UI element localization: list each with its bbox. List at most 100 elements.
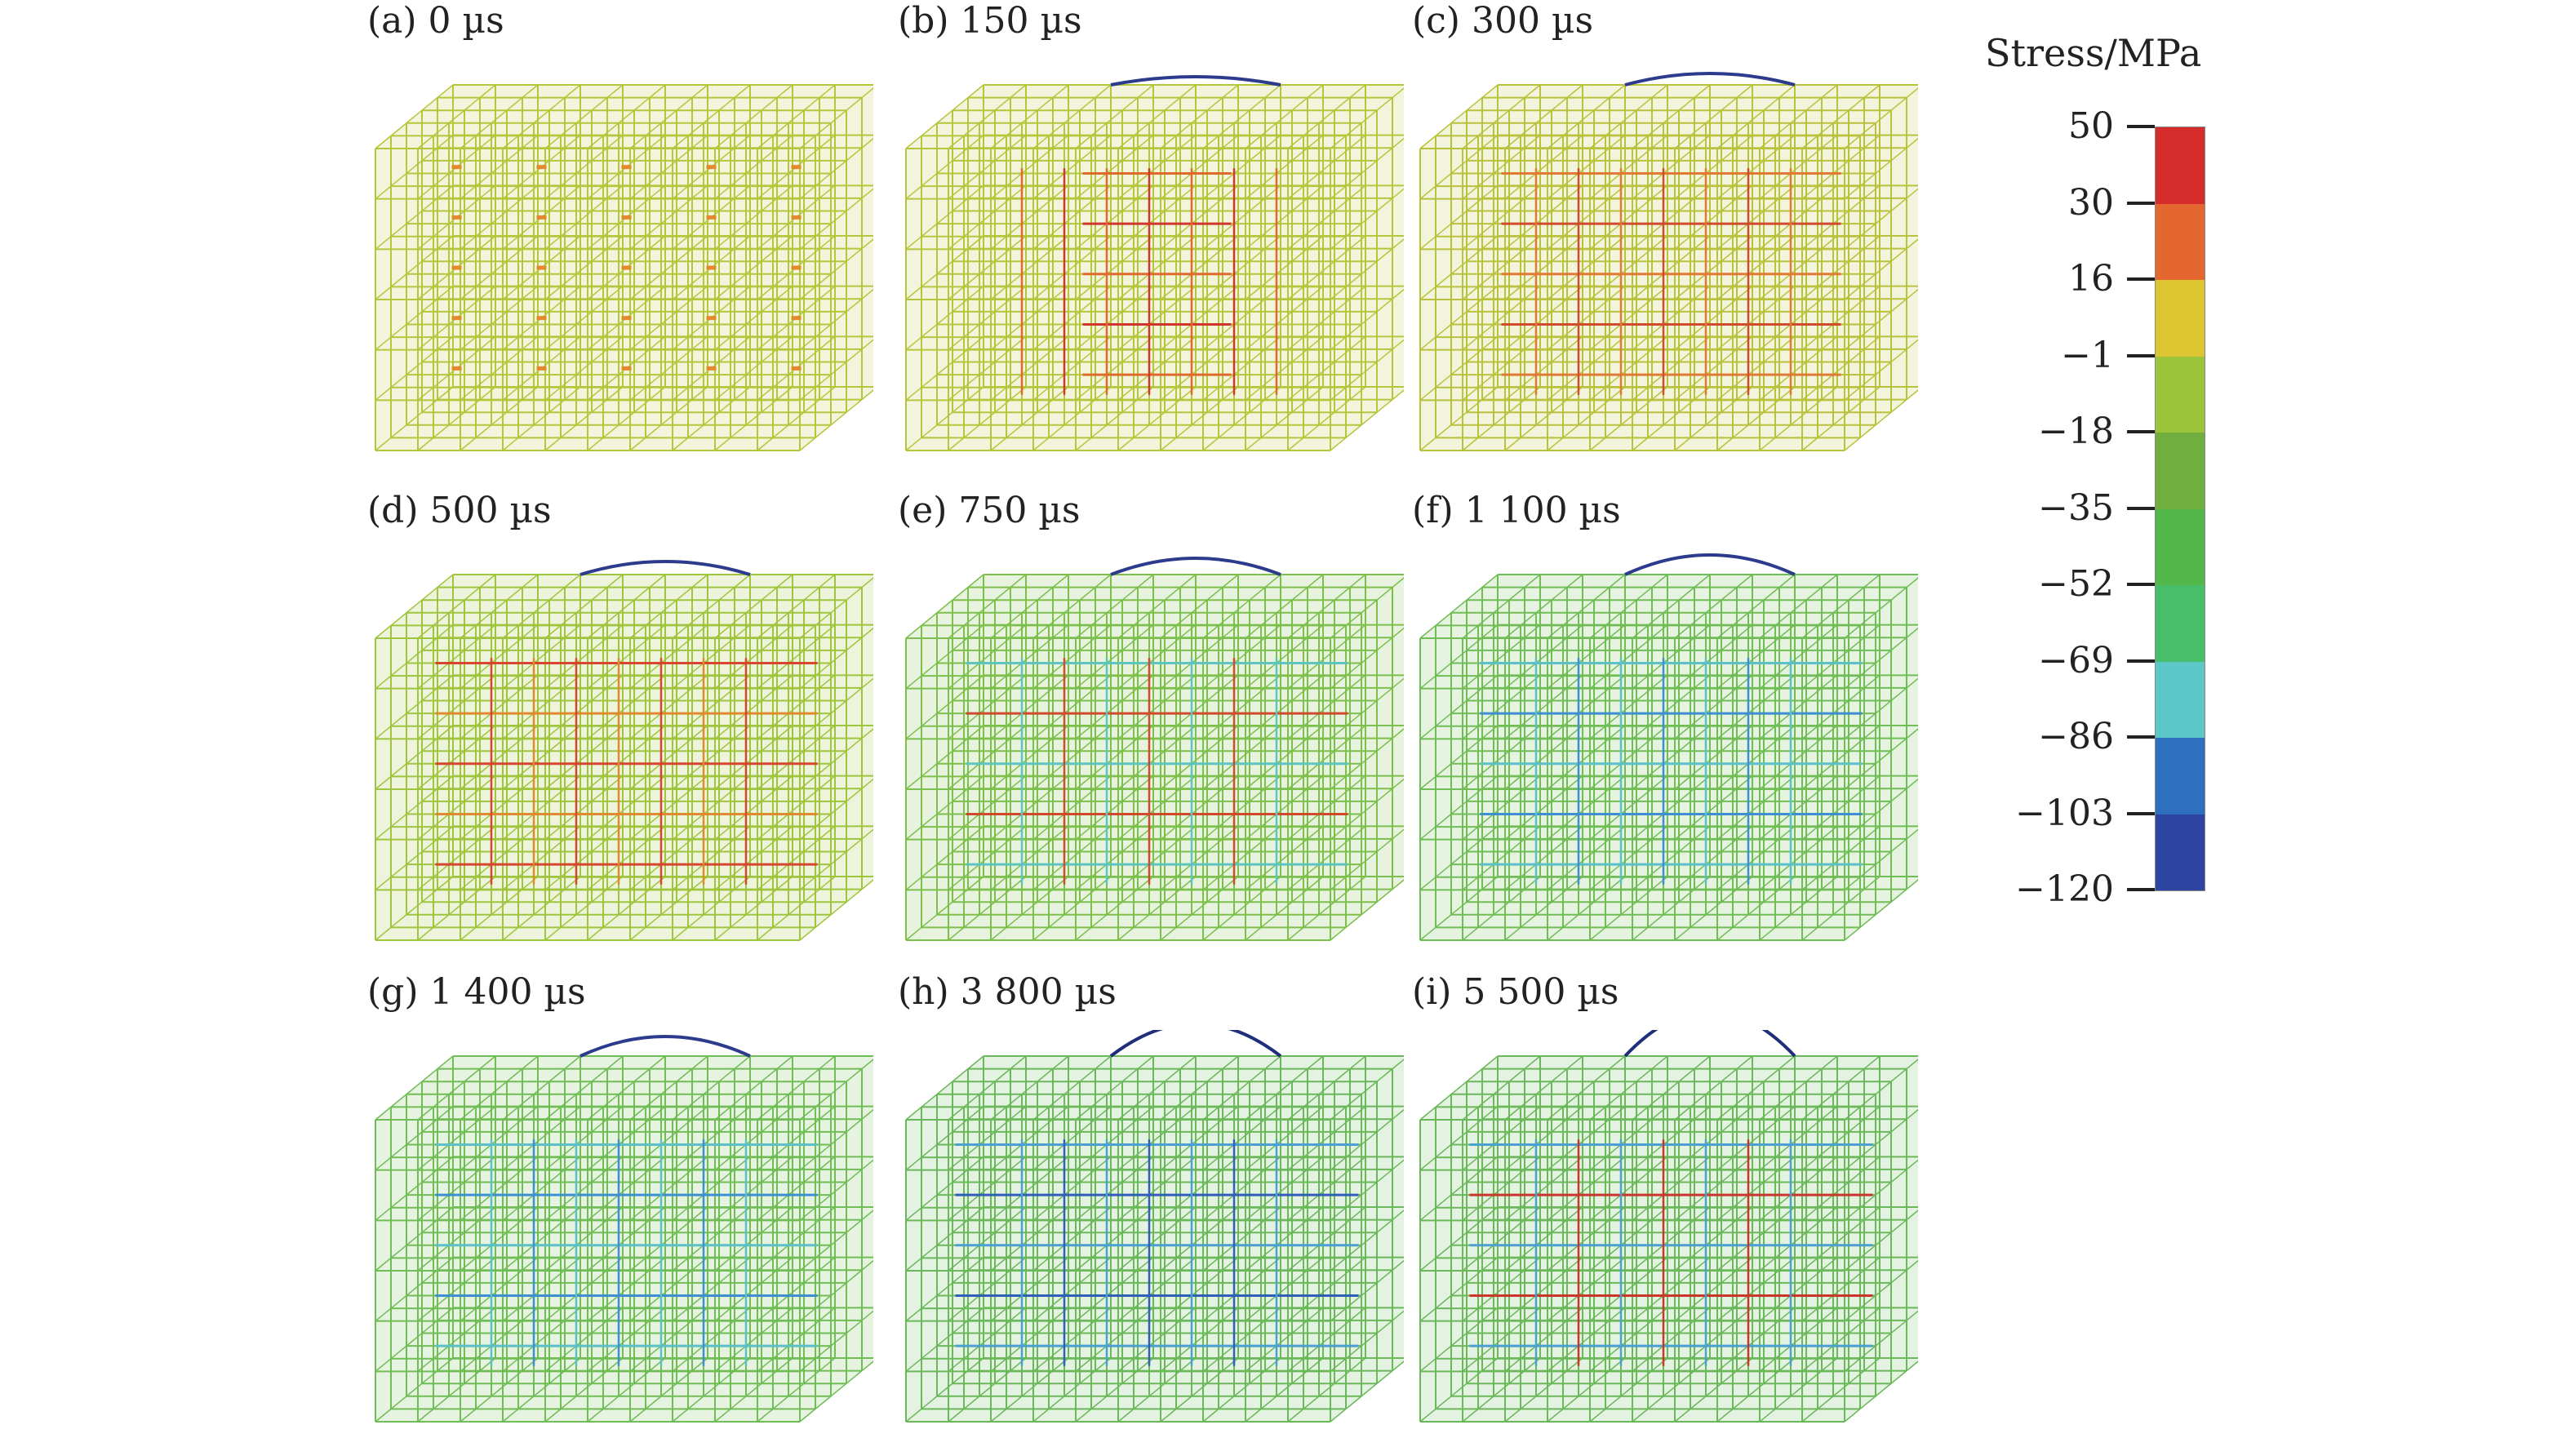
lattice-depth-line <box>1419 1257 1499 1322</box>
lattice-depth-line <box>1160 825 1239 890</box>
lattice-depth-line <box>1202 1156 1281 1221</box>
lattice-depth-line <box>375 1206 454 1272</box>
lattice-depth-line <box>629 235 708 300</box>
lattice-depth-line <box>544 1357 624 1423</box>
lattice-depth-line <box>1419 674 1499 739</box>
lattice-depth-line <box>799 238 873 300</box>
lattice-depth-line <box>1202 876 1281 941</box>
lattice-depth-line <box>544 825 624 890</box>
lattice-depth-line <box>1716 1257 1796 1322</box>
lattice-depth-line <box>1287 674 1366 739</box>
lattice-depth-line <box>757 775 836 841</box>
lattice-depth-line <box>672 574 751 639</box>
lattice-depth-line <box>1117 84 1197 149</box>
lattice-depth-line <box>1504 1357 1583 1423</box>
lattice-depth-line <box>1759 135 1838 200</box>
lattice-depth-line <box>587 825 666 890</box>
lattice-depth-line <box>544 235 624 300</box>
lattice-depth-line <box>629 574 708 639</box>
lattice-depth-line <box>1202 184 1281 250</box>
lattice-depth-line <box>1589 725 1668 790</box>
lattice-depth-line <box>1632 335 1711 401</box>
lattice-depth-line <box>757 1307 836 1372</box>
lattice-depth-line <box>672 1106 751 1171</box>
lattice-depth-line <box>799 1210 873 1272</box>
lattice-depth-line <box>1287 1156 1366 1221</box>
lattice-depth-line <box>1075 1307 1154 1372</box>
lattice-depth-line <box>1419 876 1499 941</box>
lattice-depth-line <box>1462 184 1541 250</box>
lattice-depth-line <box>1589 84 1668 149</box>
lattice-depth-line <box>1287 1257 1366 1322</box>
lattice-depth-line <box>990 335 1069 401</box>
lattice-depth-line <box>948 1156 1027 1221</box>
lattice-depth-line <box>375 235 454 300</box>
lattice-depth-line <box>1032 84 1112 149</box>
lattice-depth-line <box>1032 184 1112 250</box>
lattice-depth-line <box>502 1307 581 1372</box>
lattice-depth-line <box>1759 674 1838 739</box>
lattice-depth-line <box>375 184 454 250</box>
lattice-depth-line <box>1160 335 1239 401</box>
lattice-depth-line <box>1075 1156 1154 1221</box>
lattice-depth-line <box>1032 876 1112 941</box>
lattice-depth-line <box>1419 386 1499 451</box>
lattice-depth-line <box>799 1259 873 1322</box>
lattice-depth-line <box>1547 286 1626 351</box>
lattice-depth-line <box>1759 286 1838 351</box>
lattice-depth-line <box>1330 1210 1404 1272</box>
lattice-depth-line <box>1160 1156 1239 1221</box>
lattice-model <box>1419 72 1918 451</box>
lattice-depth-line <box>1674 184 1753 250</box>
lattice-depth-line <box>460 1156 539 1221</box>
lattice-depth-line <box>502 386 581 451</box>
lattice-depth-line <box>672 1357 751 1423</box>
lattice-depth-line <box>1245 825 1324 890</box>
lattice-depth-line <box>1674 386 1753 451</box>
lattice-depth-line <box>1160 1055 1239 1121</box>
lattice-depth-line <box>1287 286 1366 351</box>
lattice-depth-line <box>1202 1357 1281 1423</box>
lattice-depth-line <box>1462 286 1541 351</box>
lattice-depth-line <box>1632 674 1711 739</box>
lattice-depth-line <box>1674 876 1753 941</box>
lattice-depth-line <box>544 876 624 941</box>
lattice-depth-line <box>1674 1257 1753 1322</box>
lattice-depth-line <box>1287 84 1366 149</box>
deformation-arch <box>1110 557 1281 576</box>
lattice-depth-line <box>1547 876 1626 941</box>
lattice-depth-line <box>544 574 624 639</box>
lattice-depth-line <box>1801 84 1881 149</box>
stress-panel: (f) 1 100 µs <box>1412 490 1918 947</box>
lattice-depth-line <box>799 1361 873 1423</box>
lattice-depth-line <box>1160 876 1239 941</box>
lattice-depth-line <box>1504 184 1583 250</box>
lattice-depth-line <box>1716 1106 1796 1171</box>
lattice-depth-line <box>1202 386 1281 451</box>
lattice-depth-line <box>1287 1206 1366 1272</box>
lattice-depth-line <box>905 1257 984 1322</box>
lattice-model <box>1419 1030 1918 1423</box>
lattice-depth-line <box>1504 775 1583 841</box>
lattice-depth-line <box>1032 386 1112 451</box>
lattice-depth-line <box>1117 1106 1197 1171</box>
lattice-depth-line <box>990 725 1069 790</box>
lattice-depth-line <box>1160 775 1239 841</box>
lattice-fill <box>375 575 873 940</box>
lattice-depth-line <box>1287 775 1366 841</box>
lattice-depth-line <box>502 1055 581 1121</box>
lattice-fill <box>1420 575 1918 940</box>
lattice-depth-line <box>629 335 708 401</box>
lattice-depth-line <box>799 1159 873 1221</box>
lattice-depth-line <box>1117 825 1197 890</box>
lattice-depth-line <box>757 674 836 739</box>
lattice-depth-line <box>1419 135 1499 200</box>
lattice-depth-line <box>1504 825 1583 890</box>
lattice-depth-line <box>1202 1257 1281 1322</box>
lattice-depth-line <box>799 1108 873 1171</box>
lattice-depth-line <box>1759 84 1838 149</box>
legend-tick-mark <box>2127 353 2155 357</box>
lattice-depth-line <box>1117 286 1197 351</box>
lattice-depth-line <box>1245 1357 1324 1423</box>
lattice-depth-line <box>1547 1156 1626 1221</box>
